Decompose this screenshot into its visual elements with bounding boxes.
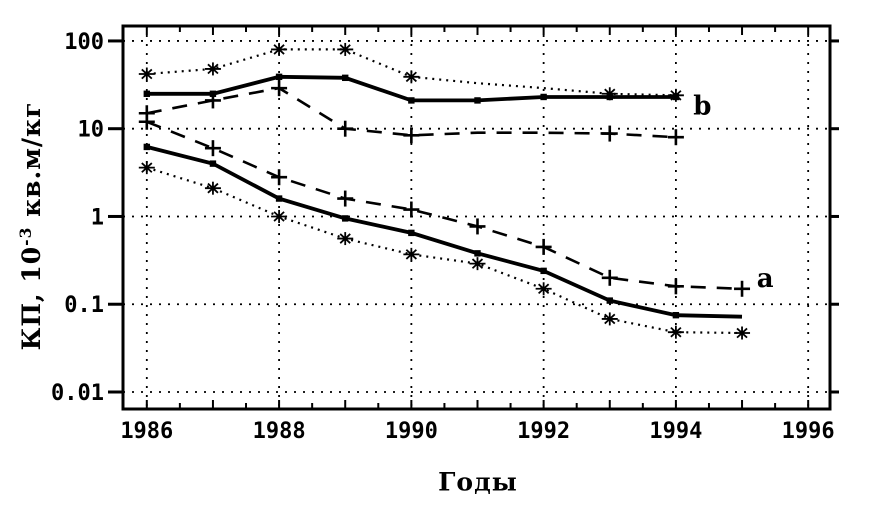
x-tick-label: 1994: [649, 419, 702, 444]
series-group-label-b: b: [693, 91, 711, 121]
y-tick-label: 10: [78, 118, 105, 143]
y-tick-label: 0.01: [51, 381, 104, 406]
plot-border: [121, 24, 832, 411]
series-markers-a-solid-square: [143, 143, 680, 319]
x-tick-label: 1986: [120, 419, 173, 444]
x-axis-title: Годы: [438, 467, 518, 497]
x-tick-label: 1992: [517, 419, 570, 444]
y-tick-label: 100: [64, 30, 104, 55]
y-tick-label: 1: [91, 205, 104, 230]
series-markers-a-asterisk-dotted: [138, 161, 751, 340]
series-line-a-solid-square: [146, 145, 743, 319]
x-tick-label: 1990: [385, 419, 438, 444]
series-group-label-a: a: [757, 264, 774, 294]
y-gridlines-and-ticks: 100 10 1 0.1 0.01: [51, 30, 839, 406]
y-axis-title: КП, 10-3 кв.м/кг: [16, 102, 46, 351]
series-markers-b-plus-dashed: [138, 80, 684, 146]
y-axis-title-prefix: КП, 10: [17, 245, 47, 351]
series-markers-a-plus-dashed: [138, 113, 751, 297]
y-axis-title-units: кв.м/кг: [17, 101, 47, 227]
series-line-a-asterisk-dotted: [146, 166, 743, 335]
series-line-a-plus-dashed: [146, 120, 743, 291]
y-tick-label: 0.1: [64, 293, 104, 318]
x-tick-label: 1996: [782, 419, 835, 444]
x-tick-label: 1988: [253, 419, 306, 444]
series-line-b-plus-dashed: [146, 86, 676, 139]
y-axis-title-exponent: -3: [15, 226, 35, 246]
